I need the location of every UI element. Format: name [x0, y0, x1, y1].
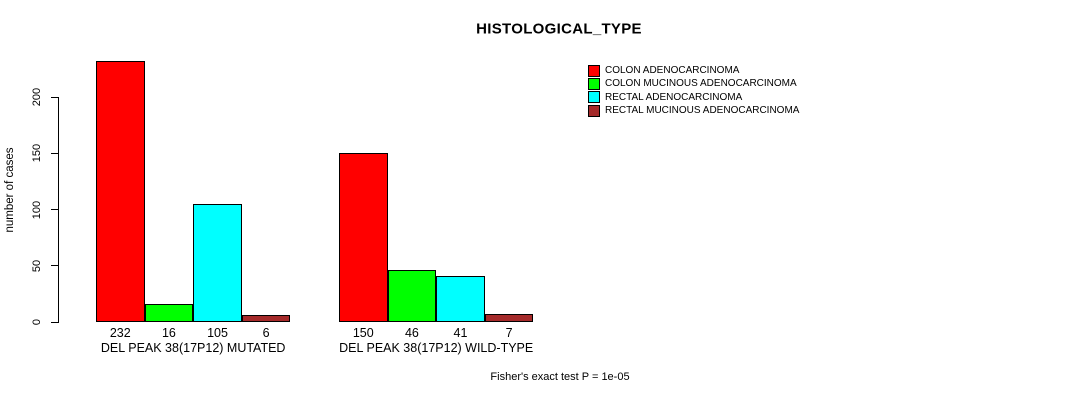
bar-value-label: 46 — [404, 326, 419, 340]
y-axis-tick-label: 0 — [31, 318, 43, 326]
y-axis-tick-label: 100 — [31, 200, 43, 219]
bar — [436, 275, 485, 322]
bar — [484, 314, 534, 322]
bar-value-label: 150 — [352, 326, 374, 340]
y-axis-tick — [51, 265, 58, 267]
y-axis-title: number of cases — [4, 147, 16, 233]
y-axis-tick — [51, 152, 58, 154]
y-axis-tick — [51, 209, 58, 210]
bar-value-label: 41 — [453, 326, 468, 340]
y-axis-tick — [51, 321, 58, 323]
bar-value-label: 232 — [109, 326, 131, 340]
legend-label: RECTAL MUCINOUS ADENOCARCINOMA — [605, 105, 800, 117]
annotation-text: Fisher's exact test P = 1e-05 — [490, 371, 630, 383]
x-group-label: DEL PEAK 38(17P12) WILD-TYPE — [339, 341, 534, 355]
bar-value-label: 16 — [161, 326, 176, 340]
y-axis-tick-label: 50 — [31, 259, 43, 272]
bar — [387, 270, 437, 322]
legend-swatch — [588, 104, 600, 117]
bar — [193, 203, 242, 322]
y-axis-tick — [51, 96, 58, 98]
bar — [339, 153, 388, 322]
bar — [96, 61, 145, 322]
legend-label: COLON ADENOCARCINOMA — [605, 65, 740, 76]
legend-swatch — [588, 91, 600, 104]
bar-value-label: 7 — [505, 326, 513, 340]
legend-label: COLON MUCINOUS ADENOCARCINOMA — [605, 78, 797, 90]
legend-swatch — [588, 64, 600, 77]
y-axis-tick-label: 200 — [31, 87, 43, 107]
bar-value-label: 6 — [262, 326, 270, 340]
bar — [144, 304, 194, 322]
y-axis-line — [58, 97, 59, 323]
legend-label: RECTAL ADENOCARCINOMA — [605, 91, 743, 103]
bar-value-label: 105 — [207, 326, 228, 340]
y-axis-tick-label: 150 — [31, 144, 43, 163]
chart-title: HISTOLOGICAL_TYPE — [476, 20, 642, 38]
x-group-label: DEL PEAK 38(17P12) MUTATED — [100, 341, 286, 355]
bar — [241, 315, 291, 322]
legend-swatch — [588, 77, 600, 90]
